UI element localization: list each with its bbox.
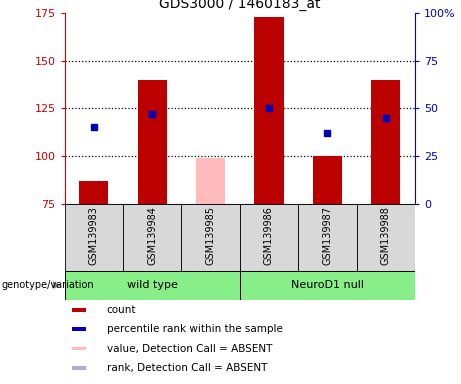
- Bar: [71, 327, 86, 331]
- FancyBboxPatch shape: [65, 204, 123, 271]
- Text: GSM139986: GSM139986: [264, 206, 274, 265]
- Bar: [371, 80, 400, 204]
- FancyBboxPatch shape: [240, 204, 298, 271]
- Bar: [71, 366, 86, 370]
- Bar: [79, 181, 108, 204]
- Text: rank, Detection Call = ABSENT: rank, Detection Call = ABSENT: [106, 363, 267, 373]
- Bar: [71, 308, 86, 311]
- Text: value, Detection Call = ABSENT: value, Detection Call = ABSENT: [106, 344, 272, 354]
- Text: NeuroD1 null: NeuroD1 null: [291, 280, 364, 290]
- Bar: [196, 158, 225, 204]
- Text: GSM139984: GSM139984: [147, 206, 157, 265]
- FancyBboxPatch shape: [298, 204, 356, 271]
- FancyBboxPatch shape: [65, 271, 240, 300]
- Bar: [254, 17, 284, 204]
- Text: wild type: wild type: [127, 280, 177, 290]
- Text: GSM139987: GSM139987: [322, 206, 332, 265]
- Text: count: count: [106, 305, 136, 314]
- Text: GSM139988: GSM139988: [381, 206, 391, 265]
- Bar: [313, 156, 342, 204]
- Text: percentile rank within the sample: percentile rank within the sample: [106, 324, 283, 334]
- Bar: [71, 347, 86, 351]
- Bar: [137, 80, 167, 204]
- FancyBboxPatch shape: [181, 204, 240, 271]
- FancyBboxPatch shape: [356, 204, 415, 271]
- Text: GSM139983: GSM139983: [89, 206, 99, 265]
- Title: GDS3000 / 1460183_at: GDS3000 / 1460183_at: [159, 0, 320, 11]
- Text: genotype/variation: genotype/variation: [1, 280, 94, 290]
- Text: GSM139985: GSM139985: [206, 206, 216, 265]
- FancyBboxPatch shape: [240, 271, 415, 300]
- FancyBboxPatch shape: [123, 204, 181, 271]
